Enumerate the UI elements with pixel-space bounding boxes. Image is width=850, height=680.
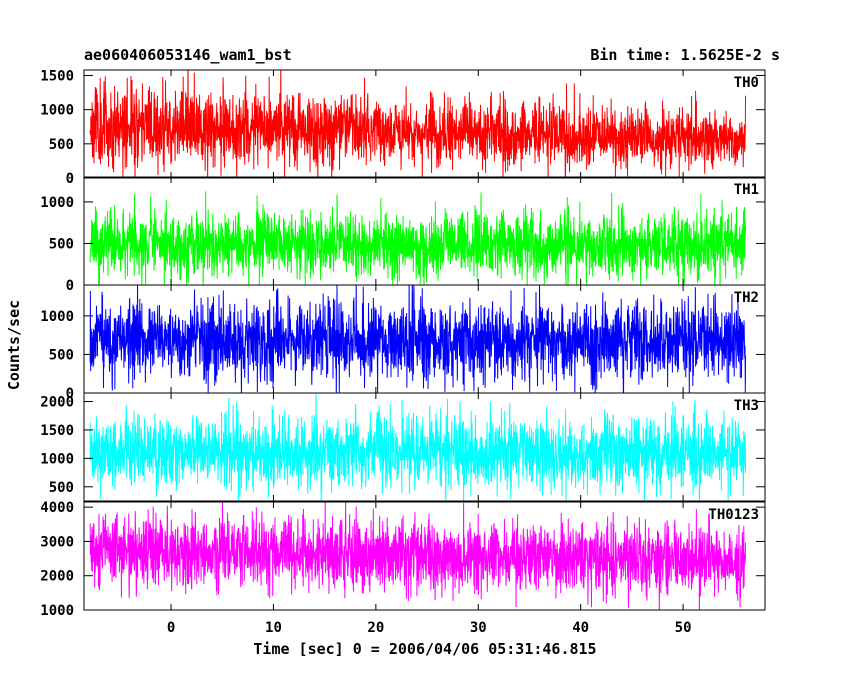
y-tick-label: 1500 [40,68,74,84]
panel-frame [83,69,766,179]
panel-label-th2: TH2 [734,290,759,306]
y-tick-label: 0 [66,386,74,402]
x-tick-label: 20 [367,620,384,636]
panel-label-th0123: TH0123 [708,507,759,523]
x-tick-label: 40 [572,620,589,636]
y-axis-label: Counts/sec [5,300,23,390]
panel-th0: 0 500 1000 1500 TH0 [40,68,766,187]
y-tick-label: 1500 [40,423,74,439]
y-tick-label: 500 [49,480,74,496]
series-line-th0 [89,70,747,178]
y-tick-label: 2000 [40,395,74,411]
y-tick-label: 500 [49,137,74,153]
x-axis-label: Time [sec] 0 = 2006/04/06 05:31:46.815 [253,640,596,658]
panel-th1: 0 500 1000 TH1 [40,176,766,294]
chart-title: ae060406053146_wam1_bst [84,46,292,64]
x-tick-label: 10 [265,620,282,636]
panel-th3: 500 1000 1500 2000 TH3 [40,392,766,502]
x-tick-label: 0 [167,620,175,636]
series-line-th3 [89,393,747,501]
x-tick-label: 50 [675,620,692,636]
panel-label-th3: TH3 [734,398,759,414]
y-tick-label: 1000 [40,195,74,211]
series-line-th2 [89,285,747,393]
y-tick-label: 0 [66,278,74,294]
x-tick-label: 30 [470,620,487,636]
y-tick-label: 3000 [40,534,74,550]
panel-frame [83,392,766,502]
panel-label-th0: TH0 [734,75,759,91]
panel-frame [83,501,766,611]
y-tick-label: 1000 [40,309,74,325]
bin-time-label: Bin time: 1.5625E-2 s [590,46,780,64]
y-tick-label: 500 [49,236,74,252]
series-line-th0123 [89,502,747,610]
y-tick-label: 500 [49,347,74,363]
y-tick-label: 1000 [40,603,74,619]
panel-th2: 0 500 1000 TH2 [40,284,766,402]
y-tick-label: 1000 [40,103,74,119]
y-tick-label: 0 [66,171,74,187]
series-line-th1 [89,191,747,285]
y-tick-label: 1000 [40,451,74,467]
y-tick-label: 4000 [40,500,74,516]
panel-th0123: 1000 2000 3000 4000 TH0123 [40,500,766,619]
panel-label-th1: TH1 [734,182,759,198]
y-tick-label: 2000 [40,569,74,585]
